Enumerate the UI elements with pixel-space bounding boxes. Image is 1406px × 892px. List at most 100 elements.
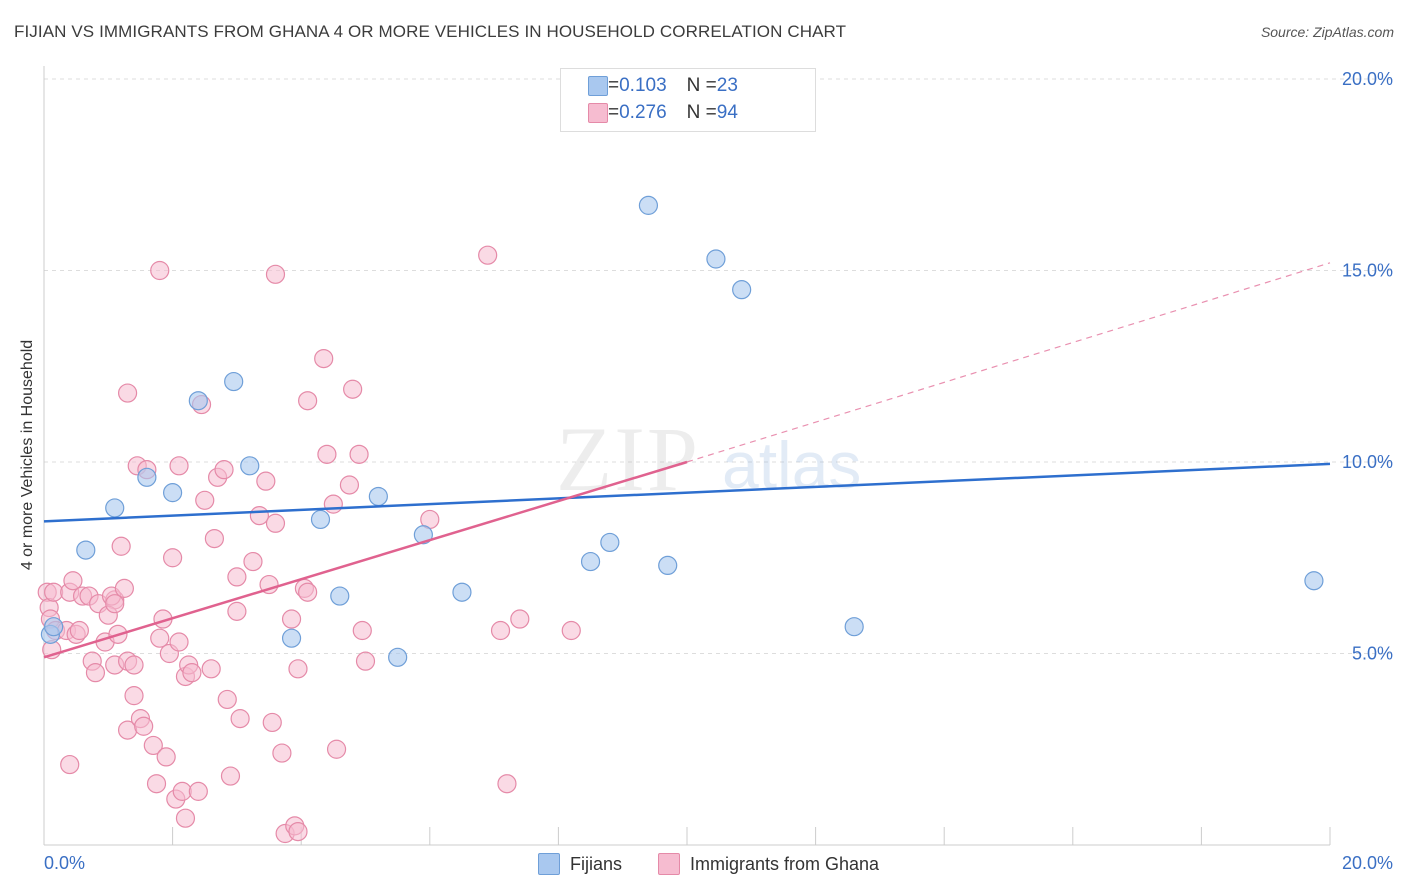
ghana-point: [217, 689, 237, 710]
fijians-point: [638, 195, 659, 215]
fijians-point: [44, 617, 64, 637]
ghana-trend-extension: [686, 262, 1331, 463]
legend-item-ghana: Immigrants from Ghana: [658, 852, 879, 876]
y-tick-label: 15.0%: [1342, 261, 1393, 281]
ghana-point: [201, 659, 221, 679]
fijians-point: [844, 617, 864, 637]
ghana-point: [220, 766, 241, 786]
ghana-point: [478, 245, 498, 265]
ghana-legend-label: Immigrants from Ghana: [690, 853, 880, 874]
fijians-point: [452, 582, 472, 602]
ghana-point: [349, 444, 369, 464]
ghana-point: [85, 663, 106, 683]
ghana-point: [288, 821, 308, 842]
correlation-legend: R = 0.103 N = 23 R = 0.276 N = 94: [560, 68, 816, 132]
ghana-point: [227, 601, 247, 621]
watermark: ZIP atlas: [556, 408, 861, 510]
fijians-point: [1304, 571, 1324, 591]
fijians-point: [281, 628, 302, 648]
ghana-point: [169, 632, 189, 652]
ghana-point: [69, 620, 89, 641]
ghana-point: [124, 686, 144, 706]
ghana-point: [249, 506, 270, 526]
ghana-point: [298, 391, 318, 411]
ghana-point: [339, 475, 360, 495]
ghana-point: [134, 716, 154, 736]
ghana-point: [230, 709, 250, 729]
fijians-point: [732, 280, 752, 300]
ghana-point: [60, 754, 80, 775]
ghana-point: [124, 655, 144, 675]
ghana-point: [195, 490, 215, 510]
fijians-trend-line: [43, 462, 1331, 523]
r-value: 0.276: [619, 102, 667, 123]
legend-item-fijians: Fijians: [538, 852, 622, 876]
ghana-point: [298, 582, 318, 602]
fijians-legend-label: Fijians: [570, 853, 623, 874]
ghana-point: [561, 620, 581, 641]
legend-row-fijians: R = 0.103 N = 23: [588, 75, 738, 97]
n-value: 94: [716, 102, 738, 123]
y-tick-label: 10.0%: [1342, 452, 1393, 472]
ghana-point: [490, 620, 511, 641]
fijians-point: [105, 498, 125, 518]
ghana-swatch: [588, 103, 608, 123]
fijians-point: [76, 540, 96, 560]
n-value: 23: [716, 75, 738, 96]
series-ghana-points: [37, 69, 639, 844]
ghana-point: [63, 571, 83, 591]
ghana-point: [204, 528, 224, 549]
ghana-point: [143, 735, 163, 756]
ghana-point: [265, 264, 286, 284]
trend-lines: [43, 262, 1331, 659]
r-value: 0.103: [619, 75, 667, 96]
ghana-point: [150, 628, 170, 648]
ghana-point: [314, 348, 334, 369]
ghana-point: [172, 781, 192, 801]
ghana-point: [323, 494, 343, 514]
ghana-point: [227, 567, 247, 587]
ghana-point: [288, 659, 308, 679]
source-label: Source: ZipAtlas.com: [1260, 24, 1394, 40]
ghana-legend-swatch: [658, 853, 680, 875]
fijians-point: [368, 486, 388, 507]
x-tick-label: 20.0%: [1342, 853, 1393, 873]
ghana-point: [146, 774, 167, 794]
y-tick-label: 20.0%: [1342, 69, 1393, 89]
fijians-point: [137, 467, 157, 487]
ghana-point: [272, 743, 292, 763]
ghana-point: [111, 536, 131, 556]
chart-title: FIJIAN VS IMMIGRANTS FROM GHANA 4 OR MOR…: [14, 22, 847, 41]
fijians-legend-swatch: [538, 853, 560, 875]
ghana-point: [343, 379, 363, 399]
ghana-point: [169, 456, 189, 476]
x-tick-label: 0.0%: [44, 853, 85, 873]
ghana-point: [265, 513, 286, 533]
ghana-point: [175, 808, 196, 828]
ghana-point: [150, 260, 170, 281]
series-fijians-points: [40, 195, 1324, 667]
fijians-point: [658, 555, 678, 576]
fijians-point: [600, 532, 620, 553]
ghana-point: [256, 471, 276, 491]
ghana-point: [243, 551, 263, 572]
ghana-point: [188, 781, 208, 801]
fijians-point: [188, 391, 208, 411]
fijians-point: [163, 483, 183, 503]
y-tick-label: 5.0%: [1352, 644, 1393, 664]
fijians-point: [330, 586, 350, 606]
ghana-point: [182, 663, 202, 683]
ghana-point: [114, 578, 134, 598]
ghana-point: [510, 609, 530, 629]
ghana-point: [355, 651, 376, 671]
ghana-point: [214, 460, 234, 480]
ghana-trend-line: [43, 460, 688, 659]
ghana-point: [44, 582, 64, 602]
fijians-swatch: [588, 76, 608, 96]
ghana-point: [317, 444, 337, 464]
ghana-point: [156, 747, 176, 767]
ghana-point: [281, 609, 302, 629]
fijians-point: [413, 525, 433, 545]
ghana-point: [262, 712, 282, 733]
